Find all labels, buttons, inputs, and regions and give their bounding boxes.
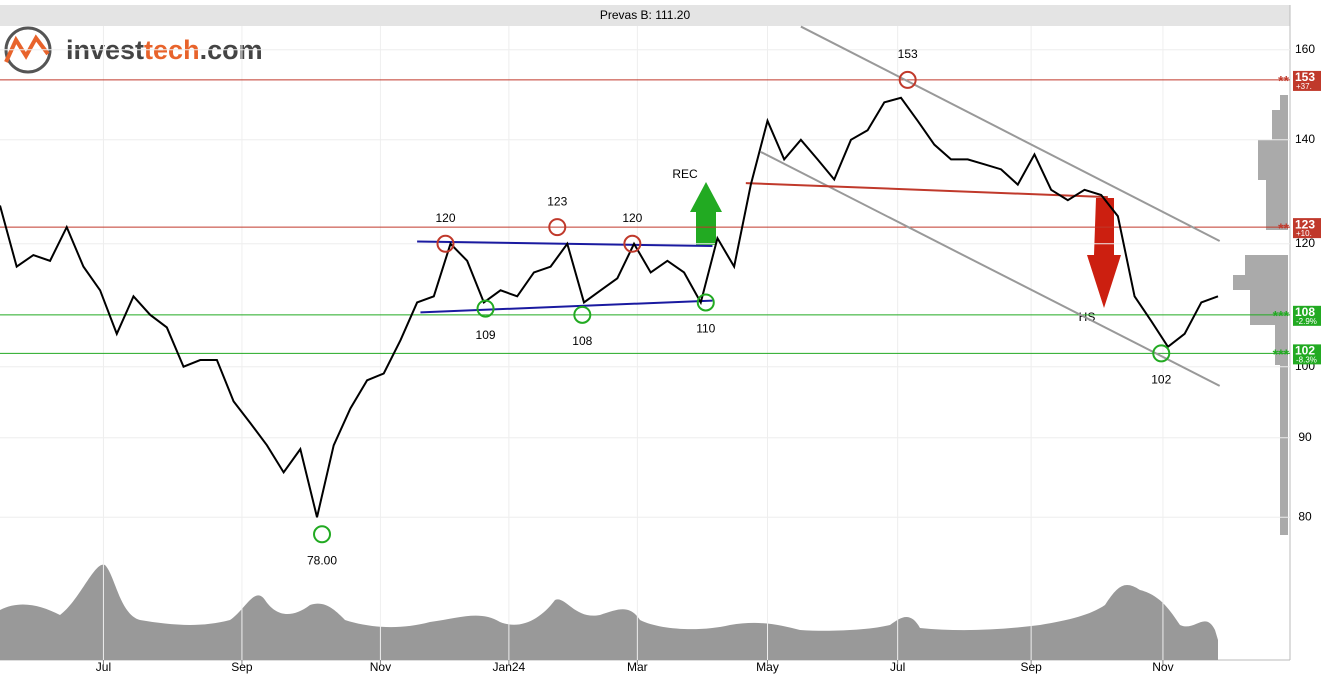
trend-line bbox=[745, 182, 1108, 199]
pivot-marker bbox=[623, 234, 642, 253]
y-tick-label: 90 bbox=[1298, 430, 1312, 444]
profile-bar bbox=[1245, 255, 1288, 275]
pivot-marker bbox=[313, 525, 332, 544]
signal-arrow-down bbox=[1087, 198, 1121, 308]
pivot-label: 102 bbox=[1151, 373, 1171, 387]
volume-profile bbox=[1233, 95, 1288, 535]
trend-line bbox=[800, 25, 1221, 242]
x-tick-label: Nov bbox=[370, 660, 391, 674]
pivot-label: 120 bbox=[435, 211, 455, 225]
x-tick-label: Sep bbox=[231, 660, 253, 674]
level-box bbox=[1293, 344, 1321, 365]
level-change: -8.3% bbox=[1296, 355, 1317, 364]
pivot-label: 109 bbox=[476, 328, 496, 342]
pivot-label: 108 bbox=[572, 334, 592, 348]
x-tick-label: Sep bbox=[1020, 660, 1042, 674]
profile-bar bbox=[1280, 95, 1288, 110]
pivot-marker bbox=[573, 305, 592, 324]
chart-title: Prevas B: 111.20 bbox=[600, 8, 691, 22]
pivot-label: 123 bbox=[547, 194, 567, 208]
level-stars: *** bbox=[1273, 308, 1290, 324]
volume-area bbox=[0, 564, 1218, 660]
pivot-marker bbox=[436, 234, 455, 253]
level-change: -2.9% bbox=[1296, 317, 1317, 326]
pivot-marker bbox=[1152, 344, 1171, 363]
trend-line bbox=[420, 299, 713, 314]
pivot-marker bbox=[548, 218, 567, 237]
level-label: 123 bbox=[1295, 217, 1315, 231]
price-line bbox=[0, 96, 1219, 518]
level-change: +10. bbox=[1296, 229, 1312, 238]
trend-line bbox=[417, 240, 713, 248]
y-tick-label: 120 bbox=[1295, 236, 1315, 250]
profile-bar bbox=[1280, 365, 1288, 535]
x-tick-label: Nov bbox=[1152, 660, 1173, 674]
x-tick-label: Jan24 bbox=[493, 660, 526, 674]
level-stars: ** bbox=[1278, 73, 1289, 89]
y-tick-label: 80 bbox=[1298, 509, 1312, 523]
x-tick-label: May bbox=[756, 660, 779, 674]
profile-bar bbox=[1258, 140, 1288, 180]
x-tick-label: Jul bbox=[96, 660, 111, 674]
level-label: 153 bbox=[1295, 70, 1315, 84]
pivot-marker bbox=[898, 70, 917, 89]
trend-line bbox=[760, 151, 1221, 387]
pivot-label: 120 bbox=[622, 211, 642, 225]
profile-bar bbox=[1250, 290, 1288, 325]
level-label: 102 bbox=[1295, 344, 1315, 358]
y-tick-label: 140 bbox=[1295, 132, 1315, 146]
x-tick-label: Jul bbox=[890, 660, 905, 674]
pivot-label: 78.00 bbox=[307, 553, 337, 567]
profile-bar bbox=[1275, 325, 1288, 365]
profile-bar bbox=[1266, 180, 1288, 230]
level-stars: ** bbox=[1278, 220, 1289, 236]
level-stars: *** bbox=[1273, 346, 1290, 362]
logo-mark bbox=[4, 34, 50, 63]
level-label: 108 bbox=[1295, 305, 1315, 319]
pivot-marker bbox=[696, 293, 715, 312]
signal-label: REC bbox=[672, 167, 698, 181]
profile-bar bbox=[1272, 110, 1288, 140]
level-box bbox=[1293, 218, 1321, 239]
grid bbox=[0, 26, 1290, 660]
pivot-marker bbox=[476, 299, 495, 318]
pivot-label: 110 bbox=[696, 322, 715, 336]
signal-arrow-up bbox=[690, 182, 722, 245]
level-box bbox=[1293, 70, 1321, 91]
profile-bar bbox=[1233, 275, 1288, 290]
level-box bbox=[1293, 305, 1321, 326]
x-tick-label: Mar bbox=[627, 660, 648, 674]
y-tick-label: 160 bbox=[1295, 42, 1315, 56]
pivot-label: 153 bbox=[898, 47, 918, 61]
level-change: +37. bbox=[1296, 82, 1312, 91]
header-bar bbox=[0, 5, 1290, 26]
